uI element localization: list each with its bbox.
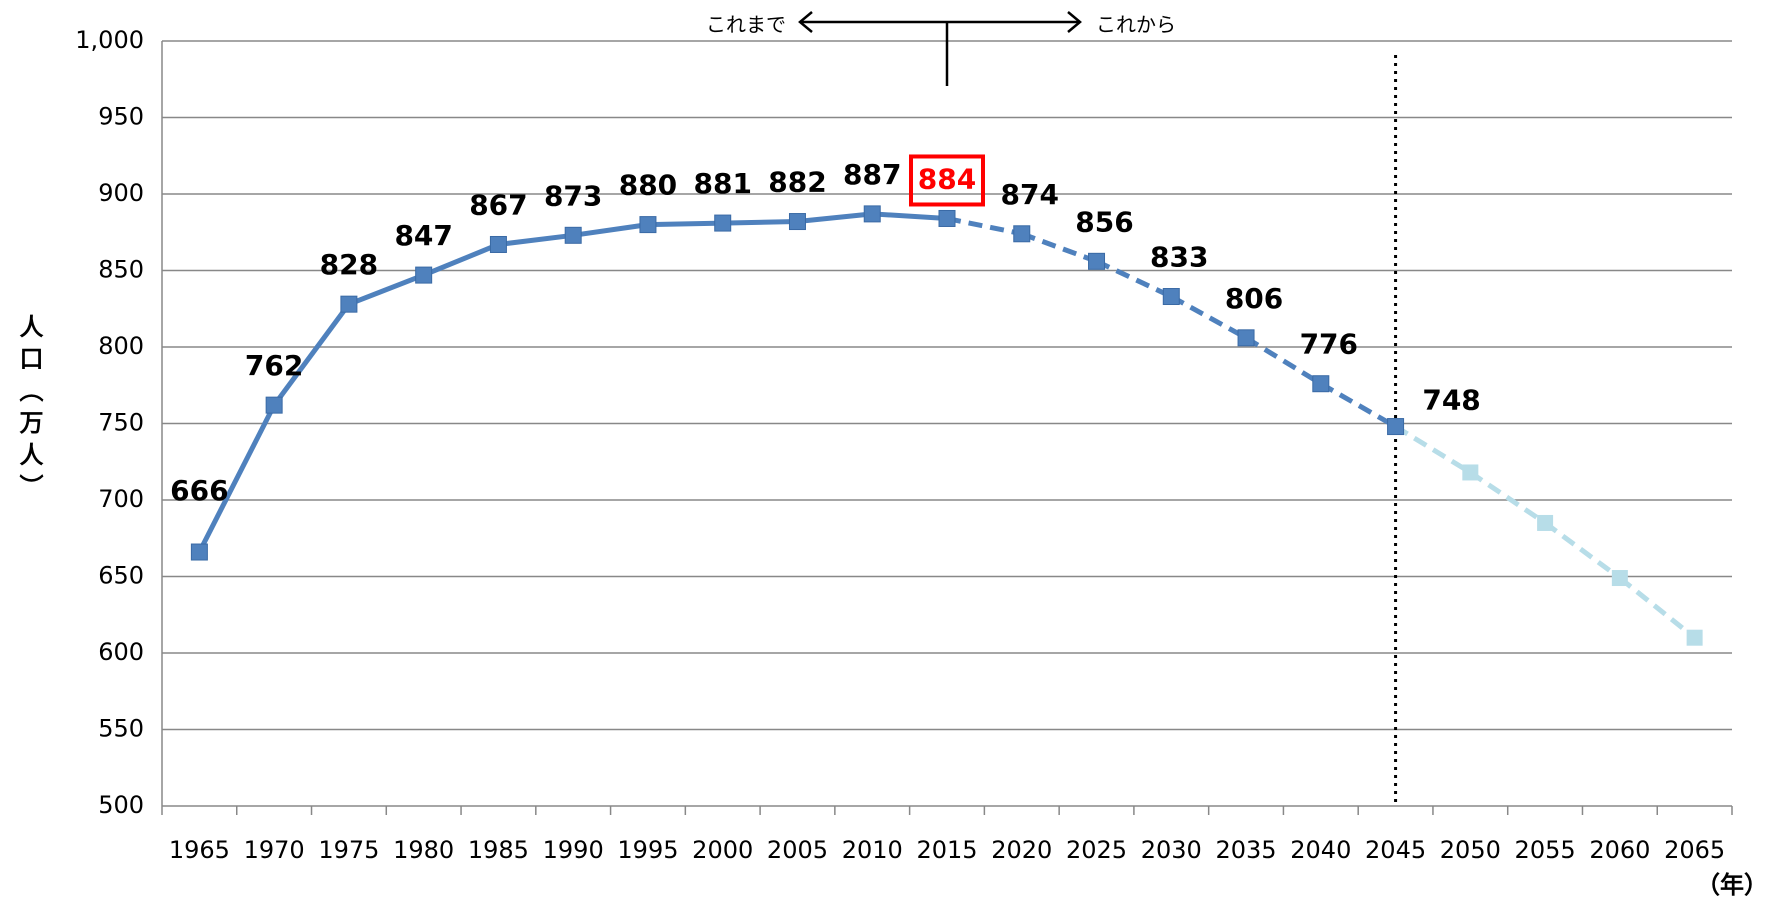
marker [1312,375,1330,393]
line-segment [197,404,277,554]
data-label: 856 [1075,205,1133,238]
marker [415,266,433,284]
marker [1537,514,1554,531]
marker [639,216,657,234]
line-segment [722,219,798,226]
x-tick-label: 2020 [991,836,1052,864]
y-tick-label: 600 [98,638,144,666]
marker [1237,329,1255,347]
line-segment [872,211,948,221]
line-segment [1170,294,1248,341]
data-label: 874 [1001,178,1059,211]
y-tick-label: 750 [98,409,144,437]
marker [190,543,208,561]
data-label: 881 [693,167,751,200]
x-tick-label: 2055 [1515,836,1576,864]
y-tick-label: 550 [98,715,144,743]
line-segment [1020,231,1098,264]
data-label: 776 [1300,328,1358,361]
line-segment [422,242,500,278]
highlight-box [909,154,985,207]
x-tick-label: 2050 [1440,836,1501,864]
y-axis-label: 人口（万人） [15,314,43,506]
y-tick-label: 800 [98,332,144,360]
line-segment [1394,424,1472,475]
data-label: 833 [1150,241,1208,274]
x-axis-label: （年） [1696,871,1768,899]
x-tick-label: 1985 [468,836,529,864]
data-label: 828 [320,248,378,281]
line-segment [1543,520,1622,581]
line-segment [647,220,723,228]
x-tick-label: 1990 [543,836,604,864]
y-tick-label: 950 [98,103,144,131]
line-segment [347,272,425,307]
data-label: 806 [1225,282,1283,315]
data-label: 748 [1422,384,1480,417]
marker [1462,464,1479,481]
x-tick-label: 2025 [1066,836,1127,864]
marker [1088,252,1106,270]
x-tick-label: 1970 [244,836,305,864]
x-tick-label: 2040 [1290,836,1351,864]
line-segment [1244,335,1323,386]
y-tick-label: 900 [98,179,144,207]
x-tick-label: 2010 [842,836,903,864]
marker [863,205,881,223]
marker [340,295,358,313]
y-tick-label: 1,000 [75,26,144,54]
x-tick-label: 2045 [1365,836,1426,864]
y-tick-label: 700 [98,485,144,513]
data-label: 873 [544,179,602,212]
x-tick-label: 1965 [169,836,230,864]
marker [1387,418,1405,436]
marker [714,214,732,232]
x-tick-label: 1980 [393,836,454,864]
y-tick-label: 850 [98,256,144,284]
marker [1611,570,1628,587]
data-label: 867 [469,188,527,221]
line-segment [498,232,574,247]
y-tick-label: 500 [98,791,144,819]
annotation: これから [1096,13,1176,37]
x-tick-label: 2015 [916,836,977,864]
data-label: 847 [394,219,452,252]
x-tick-label: 2000 [692,836,753,864]
x-tick-label: 2065 [1664,836,1725,864]
data-label: 884 [918,162,976,195]
x-tick-label: 2035 [1216,836,1277,864]
line-segment [1468,470,1547,526]
x-tick-label: 2005 [767,836,828,864]
line-segment [946,216,1023,237]
marker [564,226,582,244]
data-label: 880 [619,169,677,202]
marker [1162,288,1180,306]
marker [1013,225,1031,243]
line-segment [1618,576,1697,640]
marker [1686,629,1703,646]
data-label: 882 [768,166,826,199]
line-segment [272,302,351,407]
arrow-head [798,11,1082,33]
annotation: これまで [706,13,786,37]
y-tick-label: 650 [98,562,144,590]
line-segment [797,211,873,225]
x-tick-label: 1995 [617,836,678,864]
x-tick-label: 2030 [1141,836,1202,864]
x-tick-label: 2060 [1589,836,1650,864]
marker [938,209,956,227]
marker [489,235,507,253]
marker [265,396,283,414]
line-segment [1319,381,1397,429]
data-label: 887 [843,158,901,191]
data-label: 666 [170,474,228,507]
line-segment [1095,259,1173,299]
line-segment [572,222,649,238]
marker [788,213,806,231]
data-label: 762 [245,349,303,382]
x-tick-label: 1975 [318,836,379,864]
